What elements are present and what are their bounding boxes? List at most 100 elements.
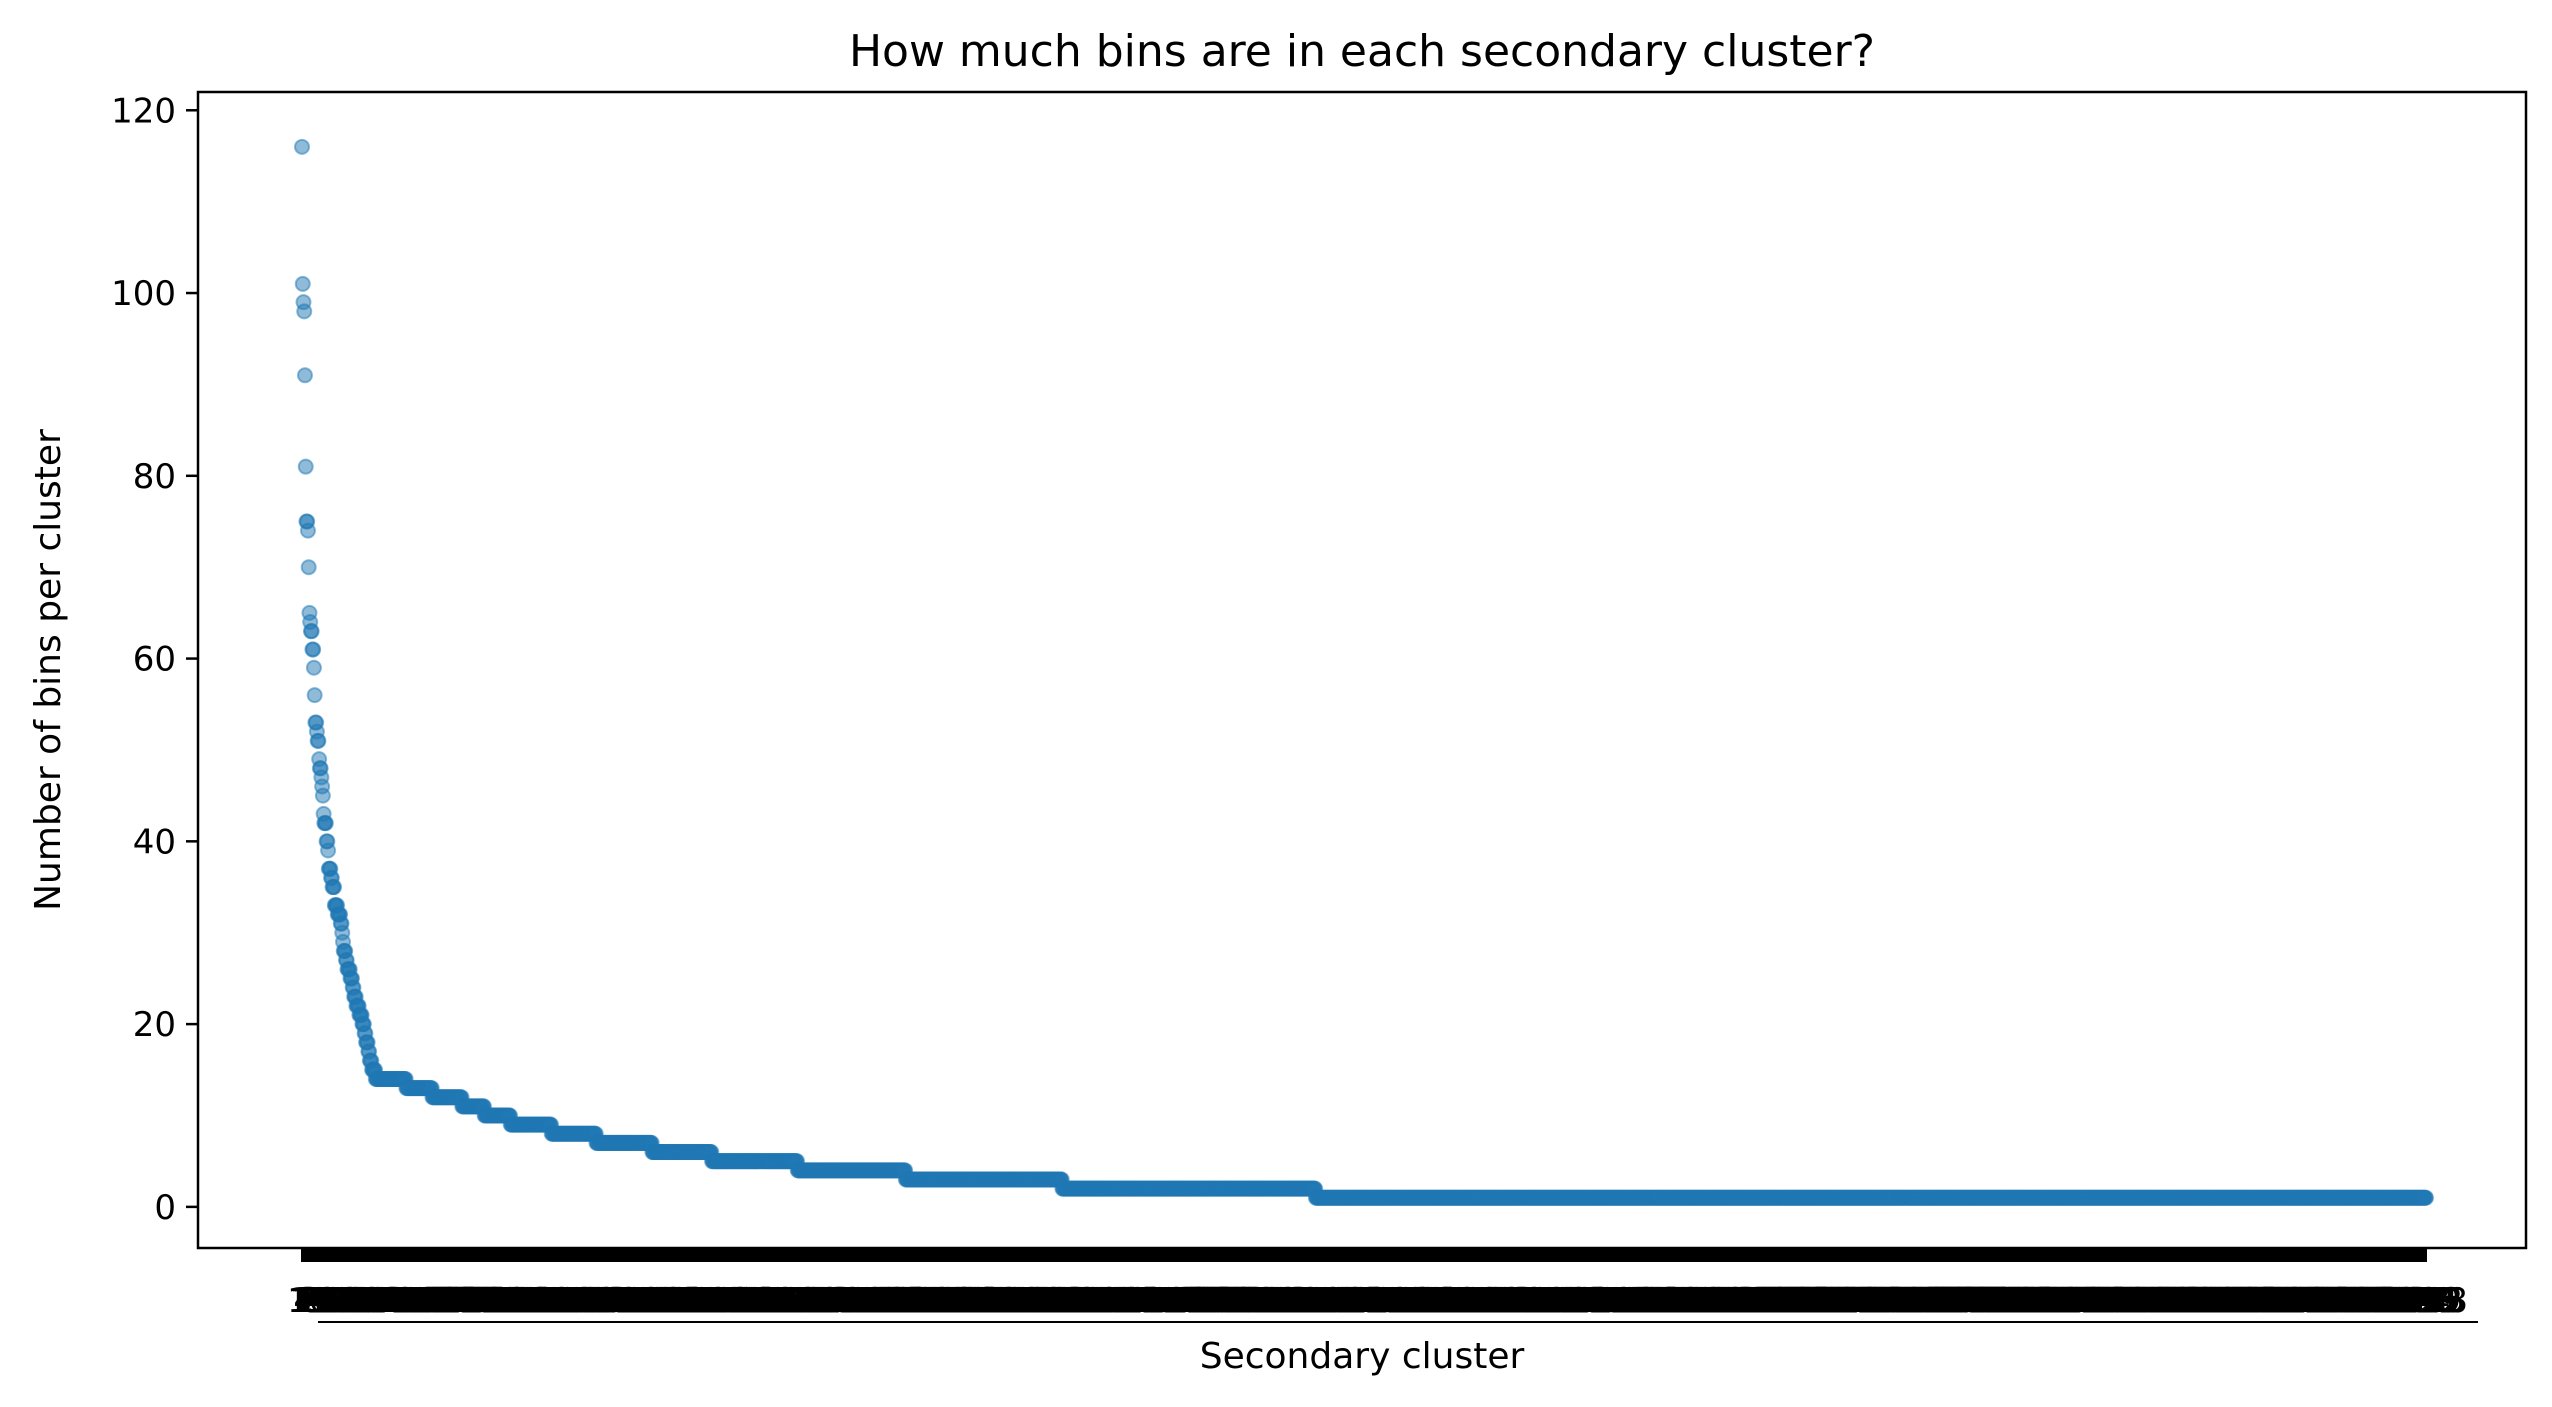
x-tick-label: 34 [305,1281,348,1321]
y-axis-ticks: 0 20 40 60 80 100 120 [111,91,198,1228]
x-tick-label: 133 [368,1281,433,1321]
y-tick-label: 0 [154,1188,176,1228]
x-tick-label: 202 [419,1281,484,1321]
x-tick-label: 70 [332,1281,375,1321]
x-tick-label: 286 [482,1281,547,1321]
y-tick-label: 120 [111,91,176,131]
x-tick-label: 109 [350,1281,415,1321]
x-tick-label: 7 [296,1281,318,1321]
x-tick-label: 223 [435,1281,500,1321]
x-tick-label: 37 [307,1281,350,1321]
x-tick-label: 118 [357,1281,422,1321]
data-point [305,641,322,658]
data-point [300,559,317,576]
x-tick-label: 190 [410,1281,475,1321]
x-tick-label: 271 [471,1281,536,1321]
x-tick-label: 268 [469,1281,534,1321]
data-point [296,303,313,320]
x-tick-label: 295 [489,1281,554,1321]
x-tick-label: 238 [446,1281,511,1321]
x-tick-label: 274 [473,1281,538,1321]
x-tick-label: 235 [444,1281,509,1321]
x-tick-label: 205 [422,1281,487,1321]
x-tick-label: 112 [352,1281,417,1321]
data-point [296,367,313,384]
x-tick-label: 103 [346,1281,411,1321]
x-tick-label: 1 [291,1281,313,1321]
x-tick-label: 10 [287,1281,330,1321]
data-point [314,787,331,804]
x-tick-label: 199 [417,1281,482,1321]
x-tick-label: 49 [316,1281,359,1321]
x-tick-label: 58 [323,1281,366,1321]
data-point [294,275,311,292]
data-point [320,842,337,859]
data-point [310,732,327,749]
x-tick-label: 19 [294,1281,337,1321]
x-tick-label: 100 [343,1281,408,1321]
x-tick-label: 82 [341,1281,384,1321]
x-tick-label: 247 [453,1281,518,1321]
x-tick-label: 304 [495,1281,560,1321]
x-tick-label: 280 [478,1281,543,1321]
y-tick-label: 80 [133,457,176,497]
x-tick-label: 115 [355,1281,420,1321]
x-tick-label: 61 [325,1281,368,1321]
x-tick-label: 160 [388,1281,453,1321]
data-point [297,458,314,475]
x-tick-label: 301 [493,1281,558,1321]
x-tick-label: 94 [350,1281,393,1321]
x-tick-label: 43 [312,1281,355,1321]
data-point [303,623,320,640]
x-tick-label: 55 [321,1281,364,1321]
x-tick-label: 283 [480,1281,545,1321]
x-tick-label: 166 [393,1281,458,1321]
x-tick-label: 196 [415,1281,480,1321]
x-tick-label: 229 [440,1281,505,1321]
chart-title: How much bins are in each secondary clus… [849,26,1875,77]
x-tick-label: 130 [366,1281,431,1321]
x-tick-label: 259 [462,1281,527,1321]
x-tick-label: 157 [386,1281,451,1321]
x-tick-label: 244 [451,1281,516,1321]
x-tick-label: 40 [309,1281,352,1321]
x-tick-label: 262 [464,1281,529,1321]
x-tick-label: 73 [334,1281,377,1321]
x-tick-label: 292 [486,1281,551,1321]
x-tick-label: 298 [491,1281,556,1321]
data-point [305,659,322,676]
x-tick-label: 121 [359,1281,424,1321]
y-tick-label: 100 [111,274,176,314]
x-tick-label: 4 [293,1281,315,1321]
x-tick-label: 145 [377,1281,442,1321]
x-tick-label: 214 [428,1281,493,1321]
x-tick-label: 211 [426,1281,491,1321]
x-tick-label: 124 [361,1281,426,1321]
x-tick-label: 178 [402,1281,467,1321]
x-tick-label: 151 [381,1281,446,1321]
data-point [326,879,343,896]
x-tick-label: 163 [390,1281,455,1321]
x-tick-label: 106 [348,1281,413,1321]
x-tick-label: 181 [404,1281,469,1321]
x-tick-label: 85 [343,1281,386,1321]
x-tick-label: 226 [437,1281,502,1321]
x-tick-label: 193 [413,1281,478,1321]
x-tick-label: 208 [424,1281,489,1321]
data-point [294,138,310,155]
x-tick-label: 256 [460,1281,525,1321]
x-tick-label: 139 [372,1281,437,1321]
x-tick-label: 127 [363,1281,428,1321]
x-tick-label: 169 [395,1281,460,1321]
x-tick-label: 91 [347,1281,390,1321]
x-tick-label: 148 [379,1281,444,1321]
x-tick-label: 265 [466,1281,531,1321]
data-point [299,522,316,539]
x-tick-label: 67 [330,1281,373,1321]
x-tick-label: 142 [375,1281,440,1321]
x-tick-label: 46 [314,1281,357,1321]
y-tick-label: 20 [133,1005,176,1045]
x-tick-label: 31 [303,1281,346,1321]
